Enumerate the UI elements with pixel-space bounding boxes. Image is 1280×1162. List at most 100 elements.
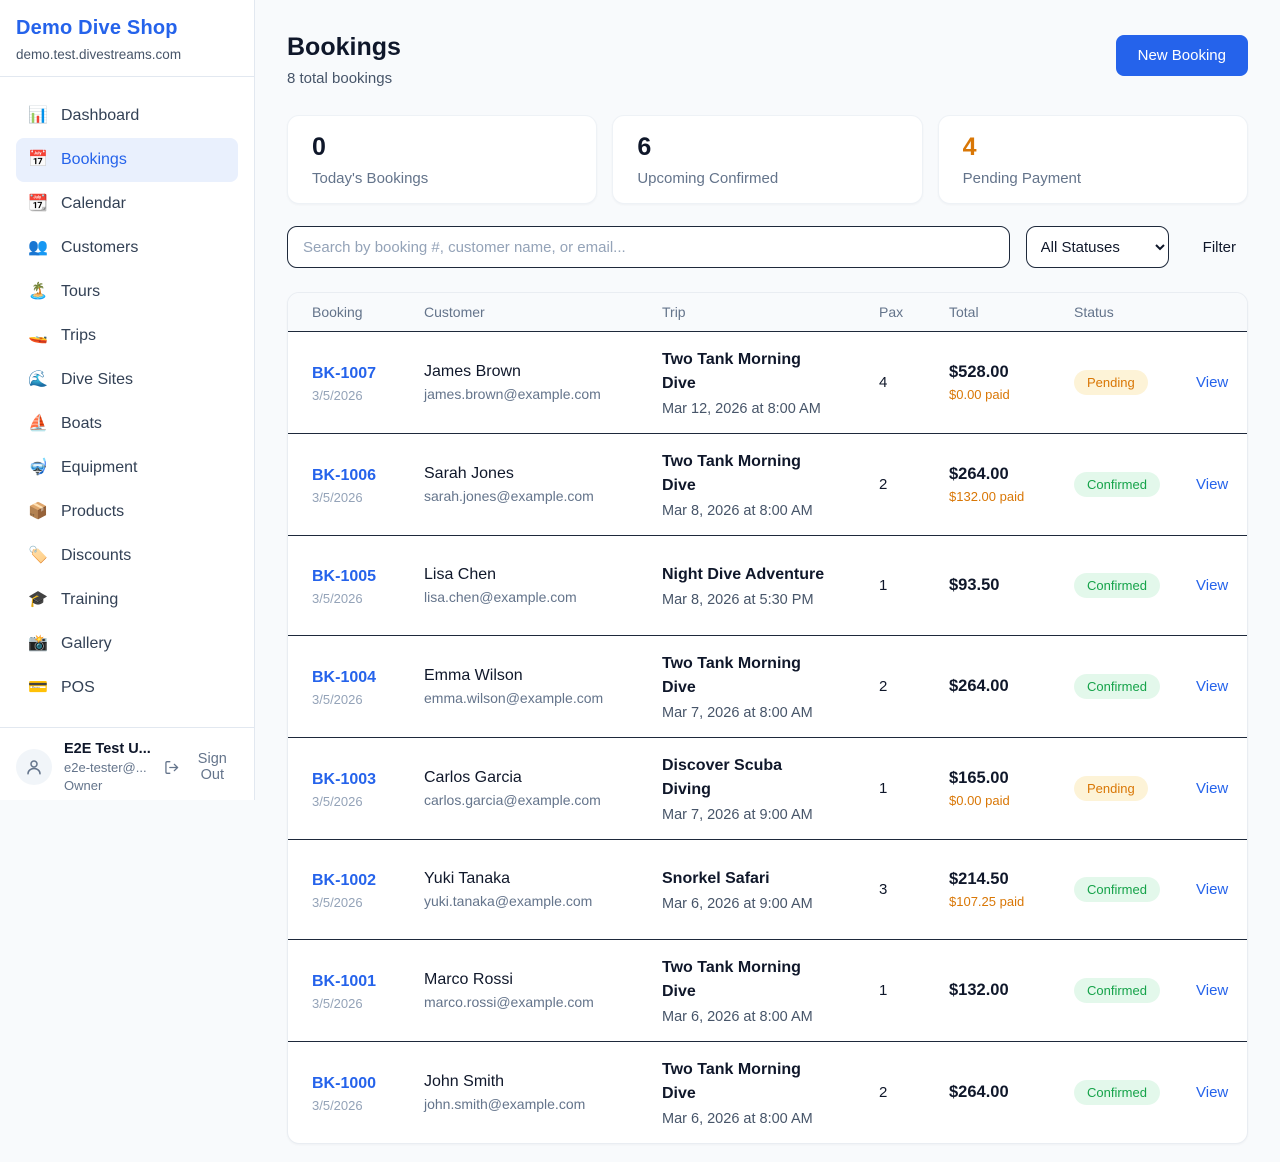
filter-controls: All Statuses Filter	[287, 226, 1248, 268]
view-link[interactable]: View	[1196, 981, 1229, 999]
view-link[interactable]: View	[1196, 576, 1229, 594]
status-cell: Confirmed	[1074, 674, 1184, 699]
table-row: BK-1005 3/5/2026 Lisa Chen lisa.chen@exampl…	[288, 536, 1247, 636]
customer-cell: Lisa Chen lisa.chen@example.com	[424, 566, 662, 605]
new-booking-button[interactable]: New Booking	[1115, 35, 1248, 76]
paid-amount: $0.00 paid	[949, 386, 1010, 402]
customer-cell: Marco Rossi marco.rossi@example.com	[424, 971, 662, 1010]
booking-date: 3/5/2026	[312, 692, 363, 707]
sidebar-item-discounts[interactable]: 🏷️ Discounts	[16, 534, 238, 578]
sidebar-item-label: Customers	[61, 239, 139, 256]
view-link[interactable]: View	[1196, 1083, 1229, 1101]
wave-icon: 🌊	[28, 371, 48, 388]
status-filter-select[interactable]: All Statuses	[1025, 226, 1169, 268]
sidebar-item-label: Dashboard	[61, 107, 140, 124]
shop-name: Demo Dive Shop	[16, 17, 178, 39]
paid-amount: $107.25 paid	[949, 893, 1025, 909]
customer-name: Emma Wilson	[424, 667, 523, 684]
status-cell: Confirmed	[1074, 472, 1184, 497]
sidebar-item-bookings[interactable]: 📅 Bookings	[16, 138, 238, 182]
column-header-status: Status	[1074, 304, 1114, 320]
booking-cell: BK-1002 3/5/2026	[312, 869, 424, 910]
diving-mask-icon: 🤿	[28, 459, 48, 476]
sidebar-item-equipment[interactable]: 🤿 Equipment	[16, 446, 238, 490]
booking-id-link[interactable]: BK-1001	[312, 973, 377, 990]
view-link[interactable]: View	[1196, 373, 1229, 391]
sidebar-item-trips[interactable]: 🚤 Trips	[16, 314, 238, 358]
paid-amount: $132.00 paid	[949, 488, 1025, 504]
total-cell: $528.00 $0.00 paid	[949, 363, 1074, 403]
desert-island-icon: 🏝️	[28, 283, 48, 300]
view-link[interactable]: View	[1196, 475, 1229, 493]
customer-email: yuki.tanaka@example.com	[424, 893, 593, 909]
sidebar-item-label: Discounts	[61, 547, 132, 564]
booking-date: 3/5/2026	[312, 591, 363, 606]
column-header-booking: Booking	[312, 304, 363, 320]
sidebar-item-dive-sites[interactable]: 🌊 Dive Sites	[16, 358, 238, 402]
sidebar: Demo Dive Shop demo.test.divestreams.com…	[0, 0, 255, 800]
total-amount: $264.00	[949, 1083, 1009, 1101]
trip-name: Two Tank Morning Dive	[662, 453, 801, 494]
total-amount: $165.00	[949, 768, 1009, 787]
booking-id-link[interactable]: BK-1007	[312, 365, 377, 382]
sign-out-button[interactable]: Sign Out	[164, 751, 238, 783]
booking-id-link[interactable]: BK-1006	[312, 467, 377, 484]
booking-id-link[interactable]: BK-1003	[312, 771, 377, 788]
booking-cell: BK-1001 3/5/2026	[312, 970, 424, 1011]
sidebar-item-customers[interactable]: 👥 Customers	[16, 226, 238, 270]
booking-id-link[interactable]: BK-1004	[312, 669, 377, 686]
stat-card: 0 Today's Bookings	[287, 115, 598, 204]
pax-count: 2	[879, 678, 888, 695]
total-amount: $214.50	[949, 869, 1009, 888]
status-badge: Confirmed	[1074, 877, 1160, 902]
sidebar-item-label: POS	[61, 679, 95, 696]
pax-count: 1	[879, 780, 888, 797]
pax-count: 2	[879, 1084, 888, 1101]
bar-chart-icon: 📊	[28, 107, 48, 124]
sidebar-item-dashboard[interactable]: 📊 Dashboard	[16, 94, 238, 138]
total-cell: $214.50 $107.25 paid	[949, 870, 1074, 910]
view-link[interactable]: View	[1196, 779, 1229, 797]
filter-button[interactable]: Filter	[1191, 231, 1248, 264]
customer-email: emma.wilson@example.com	[424, 690, 604, 706]
booking-id-link[interactable]: BK-1000	[312, 1075, 377, 1092]
sidebar-item-label: Equipment	[61, 459, 138, 476]
view-link[interactable]: View	[1196, 880, 1229, 898]
booking-date: 3/5/2026	[312, 794, 363, 809]
stat-label: Pending Payment	[962, 170, 1082, 187]
trip-cell: Two Tank Morning Dive Mar 6, 2026 at 8:00…	[662, 1058, 879, 1127]
sidebar-item-products[interactable]: 📦 Products	[16, 490, 238, 534]
customer-cell: Emma Wilson emma.wilson@example.com	[424, 667, 662, 706]
booking-id-link[interactable]: BK-1002	[312, 872, 377, 889]
customer-email: carlos.garcia@example.com	[424, 792, 601, 808]
page-header: Bookings 8 total bookings New Booking	[287, 33, 1248, 87]
sidebar-item-pos[interactable]: 💳 POS	[16, 666, 238, 710]
trip-name: Discover Scuba Diving	[662, 757, 783, 798]
pax-count: 1	[879, 577, 888, 594]
logout-icon	[165, 760, 179, 774]
trip-datetime: Mar 6, 2026 at 8:00 AM	[662, 1009, 813, 1025]
paid-amount: $0.00 paid	[949, 792, 1010, 808]
trip-cell: Two Tank Morning Dive Mar 8, 2026 at 8:00…	[662, 450, 879, 519]
booking-id-link[interactable]: BK-1005	[312, 568, 377, 585]
sidebar-item-gallery[interactable]: 📸 Gallery	[16, 622, 238, 666]
booking-date: 3/5/2026	[312, 895, 363, 910]
sidebar-item-boats[interactable]: ⛵ Boats	[16, 402, 238, 446]
trip-cell: Two Tank Morning Dive Mar 6, 2026 at 8:00…	[662, 956, 879, 1025]
trip-cell: Night Dive Adventure Mar 8, 2026 at 5:30 …	[662, 563, 879, 608]
pax-count: 4	[879, 374, 888, 391]
customer-cell: Sarah Jones sarah.jones@example.com	[424, 465, 662, 504]
booking-cell: BK-1003 3/5/2026	[312, 768, 424, 809]
trip-cell: Two Tank Morning Dive Mar 12, 2026 at 8:0…	[662, 348, 879, 417]
view-link[interactable]: View	[1196, 677, 1229, 695]
sidebar-item-training[interactable]: 🎓 Training	[16, 578, 238, 622]
search-input[interactable]	[287, 226, 1010, 268]
main-content: Bookings 8 total bookings New Booking 0 T…	[255, 0, 1280, 1144]
action-cell: View	[1184, 374, 1228, 392]
total-cell: $264.00	[949, 1083, 1074, 1102]
sidebar-item-calendar[interactable]: 📆 Calendar	[16, 182, 238, 226]
status-badge: Confirmed	[1074, 674, 1160, 699]
action-cell: View	[1184, 678, 1228, 696]
sidebar-item-tours[interactable]: 🏝️ Tours	[16, 270, 238, 314]
booking-cell: BK-1006 3/5/2026	[312, 464, 424, 505]
